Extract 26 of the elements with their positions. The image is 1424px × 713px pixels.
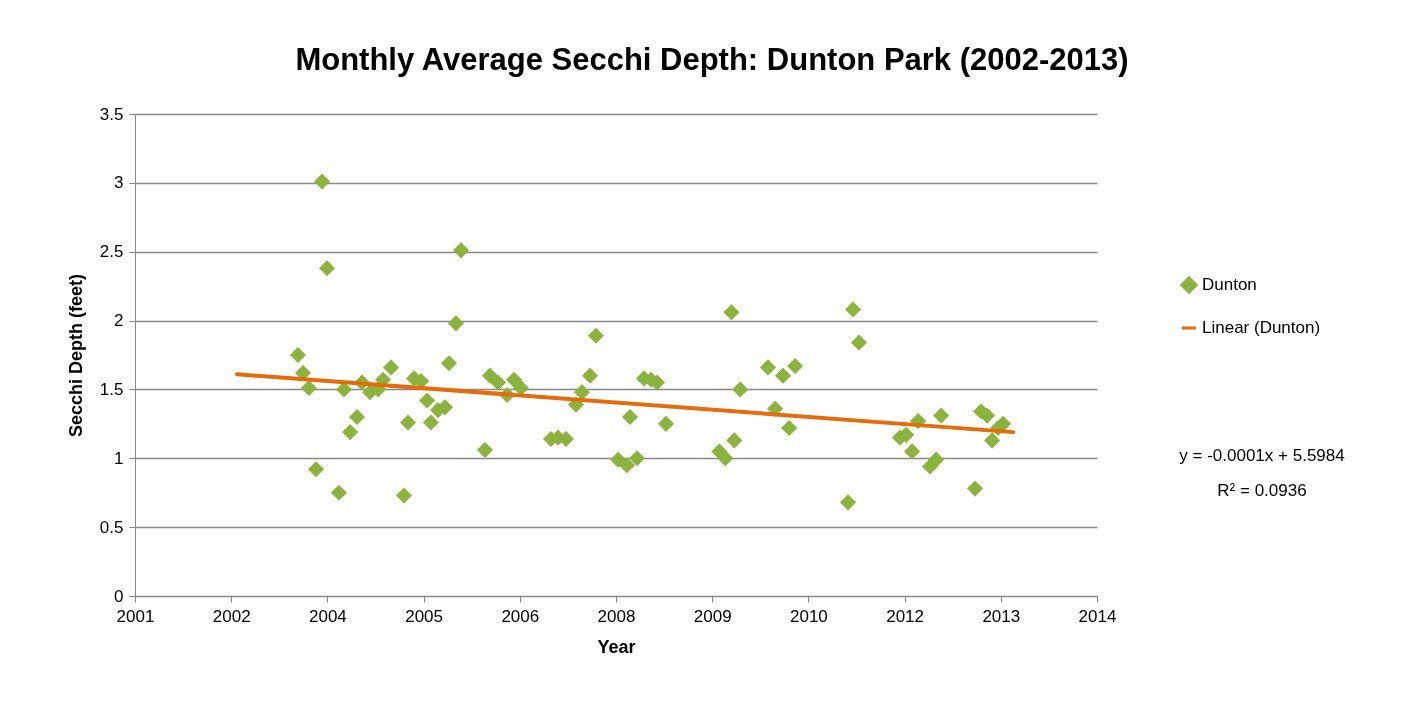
- legend-label: Linear (Dunton): [1202, 318, 1321, 337]
- x-tick-label: 2014: [1078, 606, 1117, 626]
- y-tick-label: 3.5: [99, 104, 124, 124]
- y-tick-label: 1: [114, 448, 124, 468]
- y-tick-label: 2.5: [99, 242, 124, 262]
- x-tick-label: 2002: [212, 606, 251, 626]
- x-tick-label: 2005: [405, 606, 444, 626]
- x-tick-label: 2008: [597, 606, 636, 626]
- text: R² = 0.0936: [1217, 481, 1307, 500]
- text: y = -0.0001x + 5.5984: [1179, 446, 1345, 465]
- chart-title: Monthly Average Secchi Depth: Dunton Park (2002-2013): [295, 42, 1129, 77]
- y-tick-label: 0: [114, 586, 124, 606]
- x-tick-label: 2006: [501, 606, 540, 626]
- x-axis-title: Year: [597, 636, 636, 657]
- legend-label: Dunton: [1202, 275, 1257, 294]
- x-tick-label: 2001: [116, 606, 155, 626]
- x-tick-label: 2009: [693, 606, 732, 626]
- y-tick-label: 1.5: [99, 379, 124, 399]
- y-tick-label: 0.5: [99, 517, 124, 537]
- y-tick-label: 2: [114, 311, 124, 331]
- x-tick-label: 2004: [308, 606, 347, 626]
- y-axis-title: Secchi Depth (feet): [65, 273, 86, 438]
- x-tick-label: 2012: [886, 606, 925, 626]
- y-tick-label: 3: [114, 173, 124, 193]
- x-tick-label: 2010: [789, 606, 828, 626]
- x-tick-label: 2013: [982, 606, 1021, 626]
